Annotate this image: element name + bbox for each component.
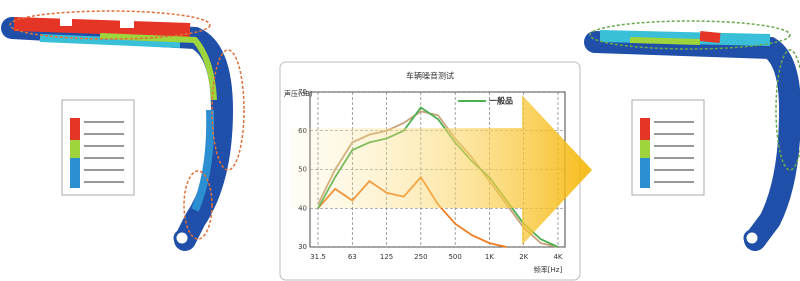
x-tick-label: 2K <box>519 253 528 261</box>
x-tick-label: 1K <box>485 253 494 261</box>
y-tick-label: 30 <box>298 243 307 251</box>
scene: 车辆噪音测试 声压(dB) 频率[Hz] 304050607031.563125… <box>0 0 800 281</box>
x-tick-label: 63 <box>348 253 357 261</box>
y-tick-label: 70 <box>298 88 307 96</box>
legend-label: 一般品 <box>489 96 513 106</box>
tire-left <box>10 11 244 245</box>
x-tick-label: 31.5 <box>310 253 326 261</box>
x-axis-label: 频率[Hz] <box>534 265 563 274</box>
x-tick-label: 125 <box>380 253 393 261</box>
chart-title: 车辆噪音测试 <box>406 71 454 81</box>
x-tick-label: 500 <box>448 253 461 261</box>
x-tick-label: 250 <box>414 253 427 261</box>
x-tick-label: 4K <box>553 253 562 261</box>
tire-right <box>590 21 800 245</box>
